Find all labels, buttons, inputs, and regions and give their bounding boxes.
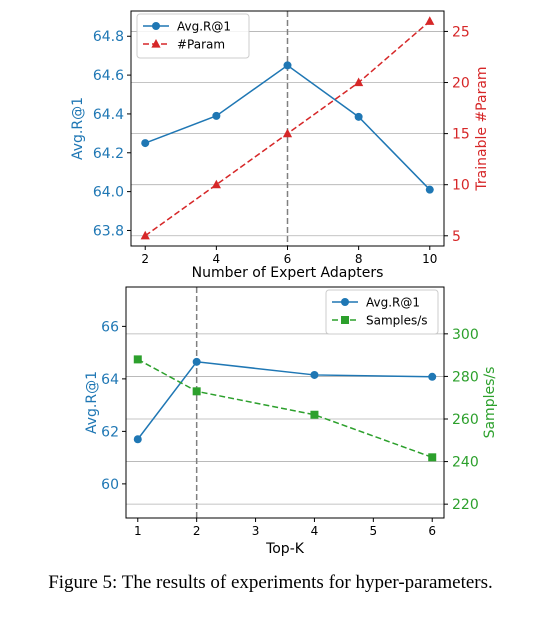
legend-marker <box>151 39 161 48</box>
x-tick-label: 1 <box>134 524 142 538</box>
legend-marker <box>152 22 160 30</box>
data-point <box>192 387 201 396</box>
y2-axis-label: Samples/s <box>482 367 498 439</box>
x-tick-label: 2 <box>141 252 149 266</box>
y2-tick-label: 10 <box>452 178 470 194</box>
data-point <box>192 357 201 366</box>
series-line <box>137 358 433 459</box>
y2-axis-label: Trainable #Param <box>474 66 490 191</box>
legend-label: #Param <box>177 38 225 52</box>
x-tick-label: 6 <box>284 252 292 266</box>
data-point <box>133 435 142 444</box>
x-tick-label: 6 <box>428 524 436 538</box>
data-point <box>212 111 221 120</box>
data-point <box>425 185 434 194</box>
legend-marker <box>341 316 349 324</box>
data-point <box>354 77 364 87</box>
y-tick-label: 60 <box>101 477 119 493</box>
data-point <box>428 372 437 381</box>
legend-label: Avg.R@1 <box>366 296 420 310</box>
legend-label: Avg.R@1 <box>177 20 231 34</box>
y2-tick-label: 5 <box>452 229 461 245</box>
figure-caption: Figure 5: The results of experiments for… <box>48 572 493 593</box>
chart-1: 2 4 6 8 10 63.8 64.0 64.2 64.4 64.6 64.8 5 10 15 20 25 N… <box>70 10 490 281</box>
y-tick-label: 64.0 <box>93 185 124 201</box>
data-point <box>211 179 221 189</box>
y-tick-label: 64.8 <box>93 29 124 45</box>
y2-tick-label: 280 <box>452 369 479 385</box>
x-tick-label: 2 <box>193 524 201 538</box>
legend-box <box>136 13 250 59</box>
data-point <box>425 16 435 25</box>
x-tick-label: 8 <box>355 252 363 266</box>
x-tick-label: 3 <box>252 524 260 538</box>
chart-2: 1 2 3 4 5 6 60 62 64 66 220 240 260 280 300 Top-K Avg.R@… <box>84 286 498 557</box>
y-axis-label: Avg.R@1 <box>70 97 86 160</box>
data-point <box>141 139 150 148</box>
y-tick-label: 64.4 <box>93 107 124 123</box>
x-tick-label: 5 <box>370 524 378 538</box>
y2-tick-label: 300 <box>452 327 479 343</box>
y-tick-label: 64.2 <box>93 146 124 162</box>
y2-tick-label: 15 <box>452 127 470 143</box>
y-tick-label: 64 <box>101 372 119 388</box>
data-point <box>310 410 319 419</box>
x-tick-label: 10 <box>422 252 437 266</box>
data-point <box>354 112 363 121</box>
axes-frame <box>125 286 445 519</box>
y-tick-label: 66 <box>101 319 119 335</box>
y-tick-label: 63.8 <box>93 223 124 239</box>
y2-tick-label: 25 <box>452 24 470 40</box>
legend-label: Samples/s <box>366 314 428 328</box>
x-axis-label: Number of Expert Adapters <box>192 265 384 281</box>
y2-tick-label: 20 <box>452 76 470 92</box>
figure-canvas: 2 4 6 8 1063.864.064.264.464.664.8510152025N… <box>70 10 498 557</box>
x-axis-label: Top-K <box>265 541 305 557</box>
y2-tick-label: 220 <box>452 497 479 513</box>
x-tick-label: 4 <box>311 524 319 538</box>
series-line <box>137 361 433 440</box>
legend-marker <box>341 298 349 306</box>
x-tick-label: 4 <box>213 252 221 266</box>
data-point <box>133 355 142 364</box>
data-point <box>310 370 319 379</box>
y-axis-label: Avg.R@1 <box>84 371 100 434</box>
legend-box <box>325 289 439 335</box>
y2-tick-label: 260 <box>452 412 479 428</box>
data-point <box>428 453 437 462</box>
data-point <box>283 61 292 70</box>
y2-tick-label: 240 <box>452 455 479 471</box>
data-point <box>140 230 150 240</box>
y-tick-label: 62 <box>101 424 119 440</box>
y-tick-label: 64.6 <box>93 68 124 84</box>
data-point <box>282 128 293 138</box>
